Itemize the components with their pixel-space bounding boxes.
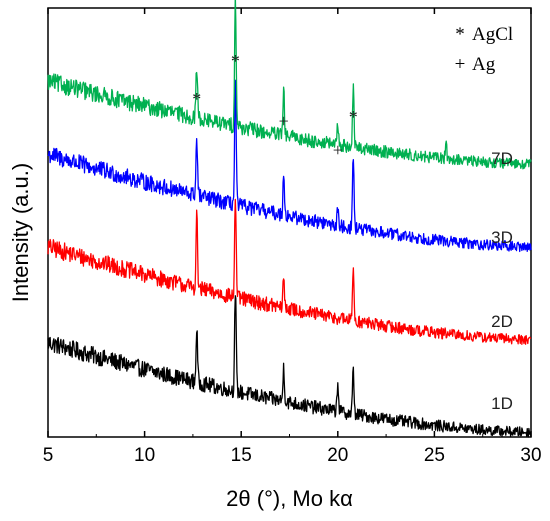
legend-symbol: * <box>455 24 465 45</box>
agcl-peak-marker: * <box>349 107 358 127</box>
peak-annotations: * * + + * <box>192 51 357 160</box>
x-tick-label: 15 <box>231 445 252 466</box>
legend: * AgCl + Ag <box>455 24 514 75</box>
legend-label: Ag <box>472 54 496 75</box>
ag-peak-marker: + <box>333 140 343 160</box>
series-line-3D <box>47 79 532 253</box>
series-line-1D <box>47 295 532 438</box>
y-axis-title: Intensity (a.u.) <box>8 163 33 302</box>
series-label: 2D <box>491 312 513 331</box>
x-tick-label: 25 <box>424 445 445 466</box>
x-tick-label: 10 <box>134 445 155 466</box>
series-labels: 1D 2D 3D 7D <box>491 149 513 413</box>
agcl-peak-marker: * <box>192 89 201 109</box>
x-tick-label: 20 <box>327 445 348 466</box>
agcl-peak-marker: * <box>231 51 240 71</box>
x-tick-label: 30 <box>520 445 541 466</box>
series-label: 1D <box>491 394 513 413</box>
series-line-7D <box>47 0 532 170</box>
x-tick-label: 5 <box>43 445 54 466</box>
ag-peak-marker: + <box>279 111 289 131</box>
series-layer <box>47 0 532 438</box>
series-label: 3D <box>491 228 513 247</box>
x-axis-title: 2θ (°), Mo kα <box>226 486 353 511</box>
legend-label: AgCl <box>472 24 513 45</box>
legend-symbol: + <box>455 54 466 75</box>
series-line-2D <box>47 198 532 345</box>
series-label: 7D <box>491 149 513 168</box>
axes: 5 10 15 20 25 30 <box>43 7 542 466</box>
